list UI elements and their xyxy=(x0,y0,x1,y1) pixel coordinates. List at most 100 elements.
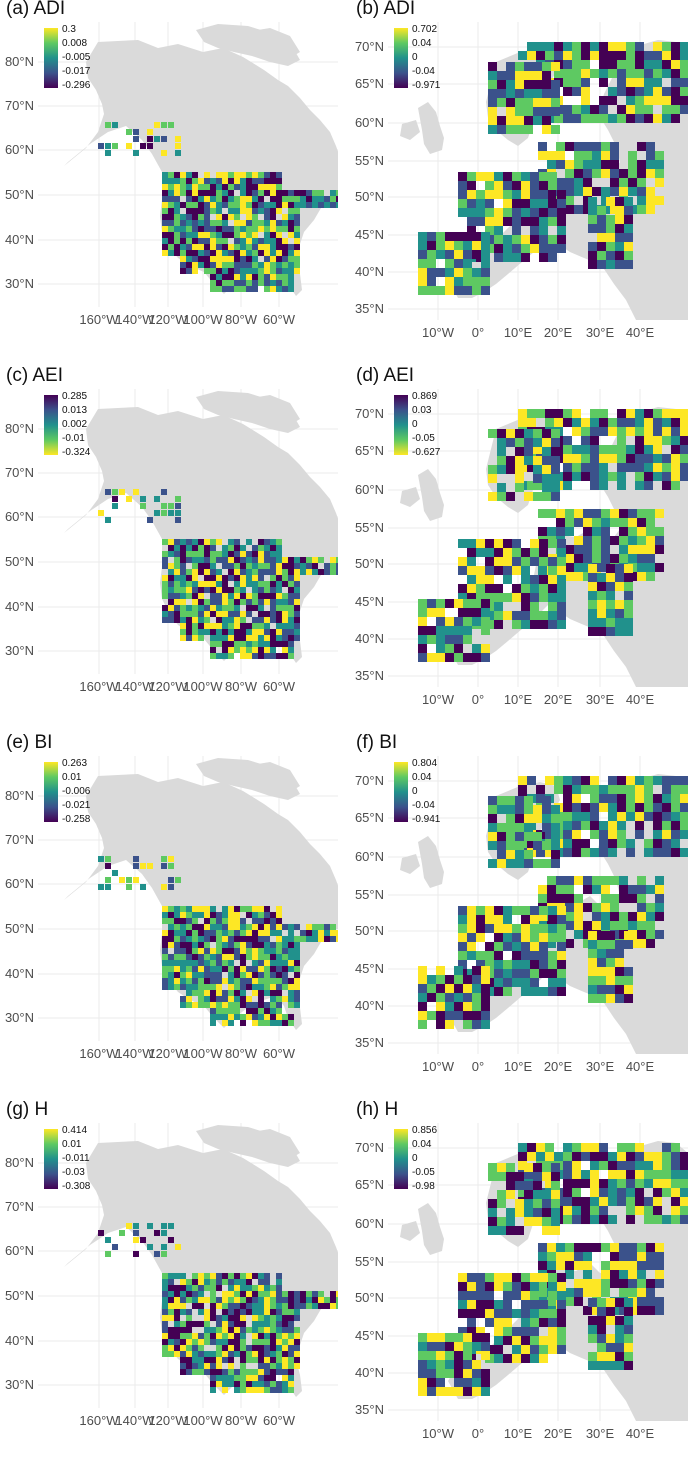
x-tick-label: 120°W xyxy=(148,1413,188,1428)
x-tick-label: 30°E xyxy=(586,325,615,340)
legend-value: 0.869 xyxy=(412,391,437,402)
legend-value: -0.04 xyxy=(412,66,435,77)
legend-value: 0.3 xyxy=(62,24,76,35)
x-tick-label: 20°E xyxy=(544,1059,573,1074)
map-panel-g: (g) H 0.414 0.01 -0.011 -0.03 -0.308 160°W 140°… xyxy=(0,1099,350,1468)
y-tick-label: 45°N xyxy=(355,227,384,242)
y-tick-label: 35°N xyxy=(355,1402,384,1417)
x-tick-label: 160°W xyxy=(79,679,119,694)
legend-value: -0.021 xyxy=(62,800,91,811)
y-tick-label: 50°N xyxy=(5,187,34,202)
grid-cells xyxy=(98,1223,338,1393)
legend-value: -0.005 xyxy=(62,52,91,63)
colorbar-legend: 0.285 0.013 0.002 -0.01 -0.324 xyxy=(44,391,91,458)
x-tick-label: 100°W xyxy=(183,679,223,694)
map-plot: 0.263 0.01 -0.006 -0.021 -0.258 160°W140°W120… xyxy=(5,756,338,1061)
x-tick-label: 60°W xyxy=(263,1413,296,1428)
x-tick-label: 0° xyxy=(472,692,484,707)
landmass xyxy=(246,1129,300,1159)
y-tick-label: 60°N xyxy=(5,142,34,157)
panel-title: (g) H xyxy=(6,1099,49,1120)
legend-value: 0 xyxy=(412,1153,418,1164)
panel-title: (e) BI xyxy=(6,732,53,753)
x-tick-label: 40°E xyxy=(626,692,655,707)
x-tick-label: 60°W xyxy=(263,312,296,327)
colorbar-legend: 0.804 0.04 0 -0.04 -0.941 xyxy=(394,758,441,825)
x-tick-label: 10°E xyxy=(504,1059,533,1074)
y-tick-label: 70°N xyxy=(355,406,384,421)
panel-title: (c) AEI xyxy=(6,365,64,386)
map-panel-b: (b) ADI 0.702 0.04 0 -0.04 -0.971 10°W 0° 10°E 20… xyxy=(350,0,700,367)
x-tick-label: 140°W xyxy=(115,312,155,327)
x-tick-label: 100°W xyxy=(183,312,223,327)
legend-value: 0.002 xyxy=(62,419,87,430)
y-tick-label: 50°N xyxy=(355,923,384,938)
y-tick-label: 55°N xyxy=(355,153,384,168)
landmass xyxy=(400,854,420,874)
map-plot: 0.3 0.008 -0.005 -0.017 -0.296 160°W140°W120°… xyxy=(5,22,338,327)
colorbar-legend: 0.263 0.01 -0.006 -0.021 -0.258 xyxy=(44,758,91,825)
y-tick-label: 50°N xyxy=(5,554,34,569)
map-panel-d: (d) AEI 0.869 0.03 0 -0.05 -0.627 10°W 0° 10°E 20… xyxy=(350,365,700,734)
y-tick-label: 70°N xyxy=(355,1140,384,1155)
map-plot: 0.702 0.04 0 -0.04 -0.971 10°W 0° 10°E 20°E 30°E 4… xyxy=(355,22,688,340)
y-tick-label: 70°N xyxy=(5,1199,34,1214)
y-tick-label: 70°N xyxy=(5,465,34,480)
legend-value: -0.05 xyxy=(412,433,435,444)
legend-value: -0.296 xyxy=(62,80,91,91)
x-tick-label: 20°E xyxy=(544,325,573,340)
legend-value: -0.011 xyxy=(62,1153,90,1164)
y-tick-label: 50°N xyxy=(355,189,384,204)
grid-cells xyxy=(418,1143,688,1396)
y-tick-label: 40°N xyxy=(355,631,384,646)
x-tick-label: 40°E xyxy=(626,1059,655,1074)
x-tick-label: 10°W xyxy=(422,1059,455,1074)
x-tick-label: 100°W xyxy=(183,1413,223,1428)
landmass xyxy=(246,395,300,425)
colorbar-legend: 0.414 0.01 -0.011 -0.03 -0.308 xyxy=(44,1125,91,1192)
y-tick-label: 80°N xyxy=(5,421,34,436)
y-tick-label: 40°N xyxy=(5,966,34,981)
map-plot: 0.285 0.013 0.002 -0.01 -0.324 160°W140°W120°… xyxy=(5,389,338,694)
x-tick-label: 20°E xyxy=(544,692,573,707)
y-tick-label: 50°N xyxy=(355,1290,384,1305)
grid-cells xyxy=(98,856,338,1026)
legend-value: 0.804 xyxy=(412,758,437,769)
legend-value: -0.258 xyxy=(62,814,91,825)
x-tick-label: 80°W xyxy=(225,312,258,327)
y-tick-label: 30°N xyxy=(5,1010,34,1025)
y-tick-label: 30°N xyxy=(5,276,34,291)
legend-value: -0.627 xyxy=(412,447,441,458)
y-tick-label: 40°N xyxy=(5,232,34,247)
legend-value: 0.285 xyxy=(62,391,87,402)
landmass xyxy=(246,28,300,58)
y-tick-label: 60°N xyxy=(355,115,384,130)
x-tick-label: 140°W xyxy=(115,1413,155,1428)
map-panel-c: (c) AEI 0.285 0.013 0.002 -0.01 -0.324 160°W 14… xyxy=(0,365,350,734)
legend-value: 0.008 xyxy=(62,38,87,49)
landmass xyxy=(418,102,444,154)
y-tick-label: 40°N xyxy=(5,599,34,614)
y-tick-label: 70°N xyxy=(5,832,34,847)
y-tick-label: 65°N xyxy=(355,1177,384,1192)
landmass xyxy=(400,1221,420,1241)
y-tick-label: 55°N xyxy=(355,520,384,535)
y-tick-label: 60°N xyxy=(5,1243,34,1258)
y-tick-label: 40°N xyxy=(355,1365,384,1380)
y-tick-label: 70°N xyxy=(355,773,384,788)
x-tick-label: 10°W xyxy=(422,1426,455,1441)
y-tick-label: 40°N xyxy=(355,264,384,279)
legend-value: 0.263 xyxy=(62,758,87,769)
y-tick-label: 30°N xyxy=(5,1377,34,1392)
y-tick-label: 60°N xyxy=(5,509,34,524)
legend-value: 0.013 xyxy=(62,405,87,416)
x-tick-label: 120°W xyxy=(148,1046,188,1061)
panel-title: (d) AEI xyxy=(356,365,415,386)
x-tick-label: 80°W xyxy=(225,1046,258,1061)
x-tick-label: 30°E xyxy=(586,692,615,707)
legend-value: -0.05 xyxy=(412,1167,435,1178)
legend-value: -0.308 xyxy=(62,1181,91,1192)
x-tick-label: 0° xyxy=(472,1059,484,1074)
x-tick-label: 40°E xyxy=(626,325,655,340)
grid-cells xyxy=(418,42,688,295)
